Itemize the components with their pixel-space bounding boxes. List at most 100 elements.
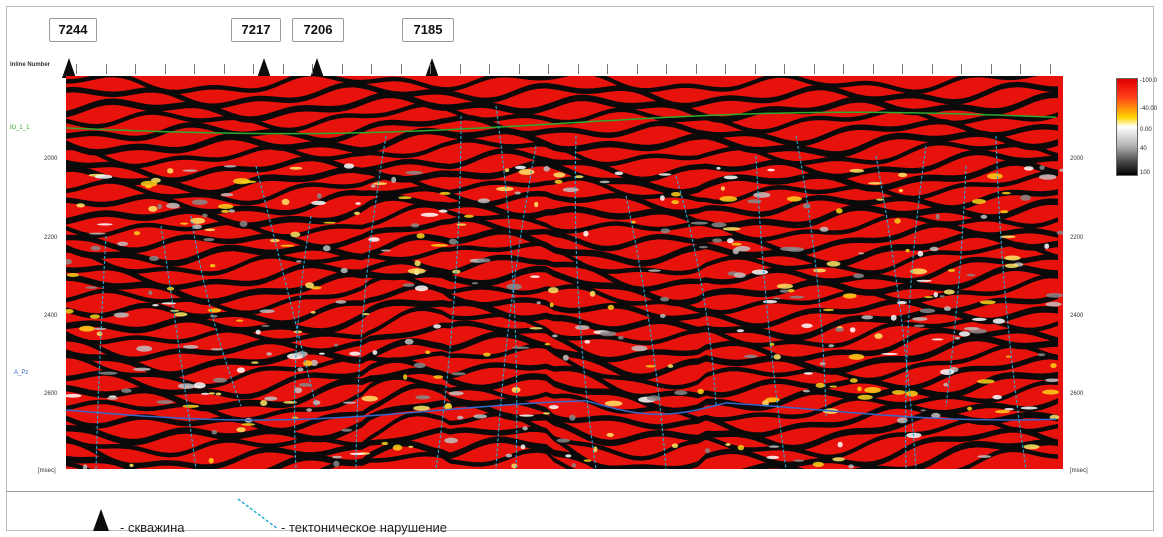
seismic-speckle xyxy=(769,342,775,346)
inline-tick-mark xyxy=(76,64,77,74)
seismic-speckle xyxy=(766,455,780,460)
seismic-speckle xyxy=(303,360,313,367)
well-label-7244: 7244 xyxy=(49,18,97,42)
seismic-speckle xyxy=(979,300,996,305)
seismic-speckle xyxy=(864,387,881,394)
seismic-speckle xyxy=(97,223,113,226)
seismic-speckle xyxy=(803,372,814,375)
seismic-speckle xyxy=(812,461,824,468)
seismic-speckle xyxy=(85,286,98,289)
seismic-speckle xyxy=(802,203,811,209)
seismic-reflector xyxy=(66,102,1058,134)
seismic-speckle xyxy=(121,388,132,393)
seismic-speckle xyxy=(966,274,976,277)
seismic-speckle xyxy=(1039,174,1057,180)
seismic-speckle xyxy=(909,268,928,275)
inline-tick-mark xyxy=(282,64,284,74)
seismic-speckle xyxy=(410,223,420,228)
seismic-speckle xyxy=(768,445,780,448)
seismic-speckle xyxy=(149,256,159,261)
seismic-speckle xyxy=(354,211,360,215)
seismic-speckle xyxy=(868,182,883,185)
seismic-speckle xyxy=(236,367,245,374)
seismic-speckle xyxy=(463,214,474,218)
seismic-speckle xyxy=(773,354,781,360)
seismic-speckle xyxy=(725,443,731,446)
seismic-speckle xyxy=(94,174,113,179)
seismic-reflector xyxy=(66,127,1058,158)
inline-tick-mark xyxy=(990,64,992,74)
seismic-speckle xyxy=(575,325,590,330)
seismic-reflector xyxy=(66,228,1058,268)
seismic-speckle xyxy=(438,209,448,213)
seismic-speckle xyxy=(648,269,661,272)
seismic-speckle xyxy=(280,244,295,247)
seismic-speckle xyxy=(836,208,843,214)
fault-line xyxy=(625,195,667,469)
seismic-speckle xyxy=(671,443,679,449)
seismic-speckle xyxy=(1020,194,1031,201)
seismic-speckle xyxy=(90,245,101,251)
seismic-speckle xyxy=(208,457,214,464)
seismic-speckle xyxy=(711,222,727,228)
seismic-speckle xyxy=(549,302,554,308)
well-label-7217: 7217 xyxy=(231,18,281,42)
seismic-speckle xyxy=(66,309,74,314)
seismic-speckle xyxy=(828,344,835,348)
seismic-speckle xyxy=(1004,263,1019,268)
seismic-speckle xyxy=(148,290,153,296)
seismic-speckle xyxy=(530,275,540,278)
seismic-speckle xyxy=(169,309,180,312)
seismic-speckle xyxy=(99,371,118,375)
seismic-speckle xyxy=(333,460,340,467)
seismic-speckle xyxy=(190,217,206,224)
seismic-speckle xyxy=(599,180,610,184)
seismic-speckle xyxy=(716,166,721,170)
inline-tick-mark xyxy=(931,64,933,74)
seismic-speckle xyxy=(604,400,623,407)
seismic-speckle xyxy=(736,329,745,333)
seismic-speckle xyxy=(204,228,216,232)
seismic-speckle xyxy=(1039,165,1045,170)
fault-line xyxy=(255,165,317,407)
seismic-speckle xyxy=(876,198,885,201)
seismic-speckle xyxy=(408,445,414,448)
seismic-speckle xyxy=(793,459,805,462)
seismic-speckle xyxy=(518,169,535,175)
seismic-speckle xyxy=(76,203,85,208)
seismic-speckle xyxy=(298,383,312,387)
seismic-reflector xyxy=(66,185,1058,217)
seismic-speckle xyxy=(213,377,227,383)
seismic-speckle xyxy=(727,238,734,244)
seismic-speckle xyxy=(340,267,348,274)
seismic-speckle xyxy=(849,168,865,173)
seismic-speckle xyxy=(765,397,780,403)
seismic-speckle xyxy=(789,295,805,299)
seismic-speckle xyxy=(140,180,158,187)
seismic-speckle xyxy=(917,250,924,257)
seismic-speckle xyxy=(733,272,746,278)
seismic-speckle xyxy=(920,409,926,412)
inline-tick-mark xyxy=(548,64,549,74)
seismic-speckle xyxy=(779,289,789,293)
horizon-label-top: Ю_1_1 xyxy=(10,125,30,131)
inline-tick-mark xyxy=(459,64,461,74)
seismic-speckle xyxy=(698,246,708,249)
seismic-speckle xyxy=(343,163,355,169)
seismic-speckle xyxy=(310,359,318,367)
seismic-speckle xyxy=(667,364,674,368)
seismic-speckle xyxy=(671,200,679,205)
seismic-speckle xyxy=(174,312,188,317)
legend-well-label: - скважина xyxy=(120,520,185,535)
seismic-speckle xyxy=(341,428,353,432)
inline-tick-mark xyxy=(135,64,136,74)
seismic-speckle xyxy=(473,414,488,419)
fault-line xyxy=(294,215,312,469)
seismic-speckle xyxy=(239,220,248,227)
seismic-speckle xyxy=(420,212,439,217)
seismic-speckle xyxy=(731,242,742,246)
seismic-speckle xyxy=(802,389,810,393)
inline-tick-mark xyxy=(1049,64,1051,74)
seismic-reflector xyxy=(66,447,1058,469)
seismic-speckle xyxy=(719,196,738,202)
